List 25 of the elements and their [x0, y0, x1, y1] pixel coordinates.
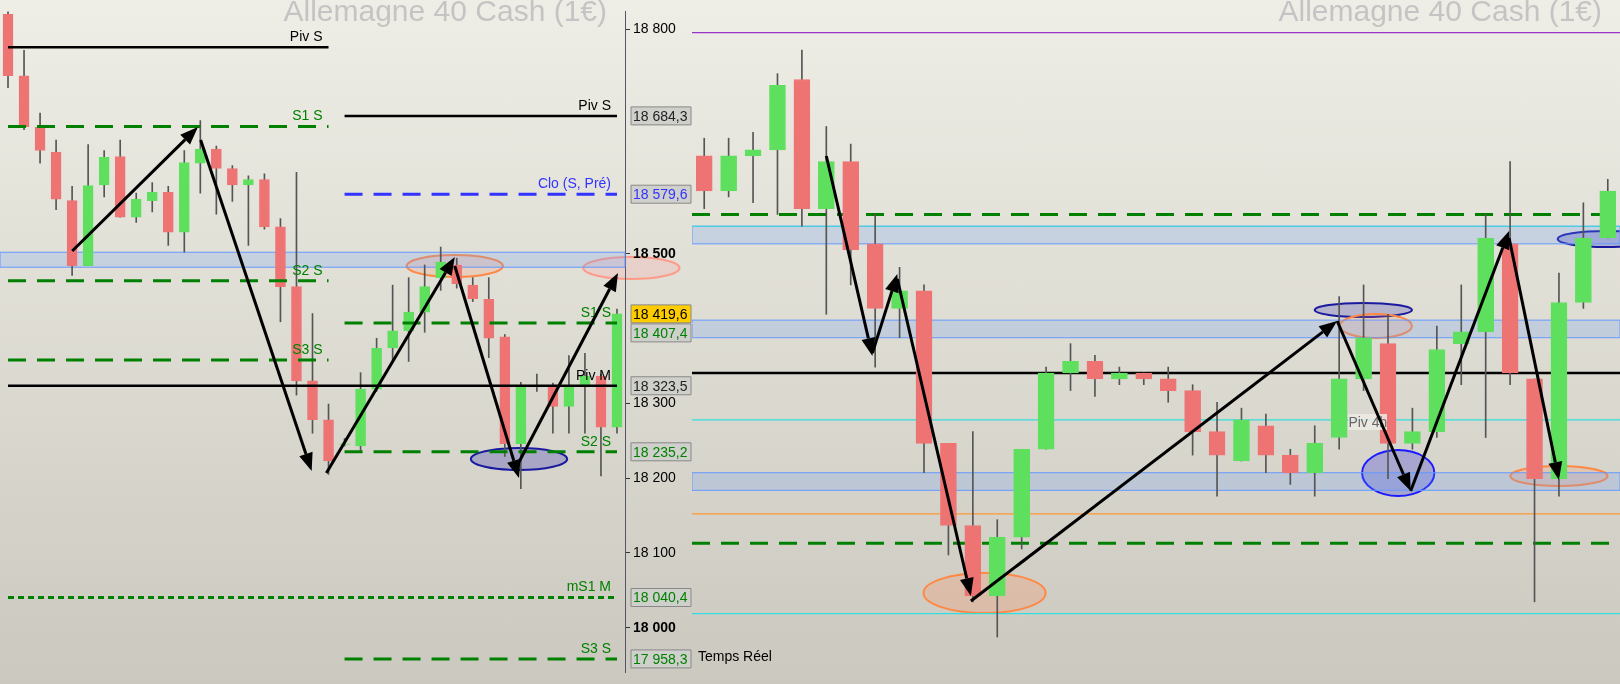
series-label: S1 S: [292, 107, 323, 124]
y-tick-label: 18 100: [633, 543, 677, 560]
series-label: Clo (S, Pré): [537, 175, 611, 192]
series-label: S3 S: [580, 639, 611, 656]
y-tick-label: 18 500: [633, 244, 677, 261]
series-label: Piv M: [576, 366, 611, 383]
data-label: 17 958,3: [633, 650, 688, 667]
series-label: S3 S: [292, 340, 323, 357]
data-label: 18 323,5: [633, 377, 688, 394]
series-label: mS1 M: [566, 578, 611, 595]
text: Temps Réel: [698, 648, 772, 664]
text: 18 419,6: [633, 305, 688, 322]
y-tick-label: 18 300: [633, 394, 677, 411]
series-label: Piv S: [289, 28, 323, 45]
data-label: 18 579,6: [633, 186, 688, 203]
data-label: 18 407,4: [633, 324, 688, 341]
y-tick-label: 18 800: [633, 20, 677, 37]
series-label: S1 S: [580, 303, 611, 320]
data-label: 18 235,2: [633, 443, 688, 460]
data-label: 18 040,4: [633, 589, 688, 606]
series-label: Piv S: [578, 96, 611, 113]
y-tick-label: 18 200: [633, 468, 677, 485]
data-label: 18 684,3: [633, 107, 688, 124]
y-tick-label: 18 000: [633, 618, 677, 635]
series-label: S2 S: [580, 432, 611, 449]
